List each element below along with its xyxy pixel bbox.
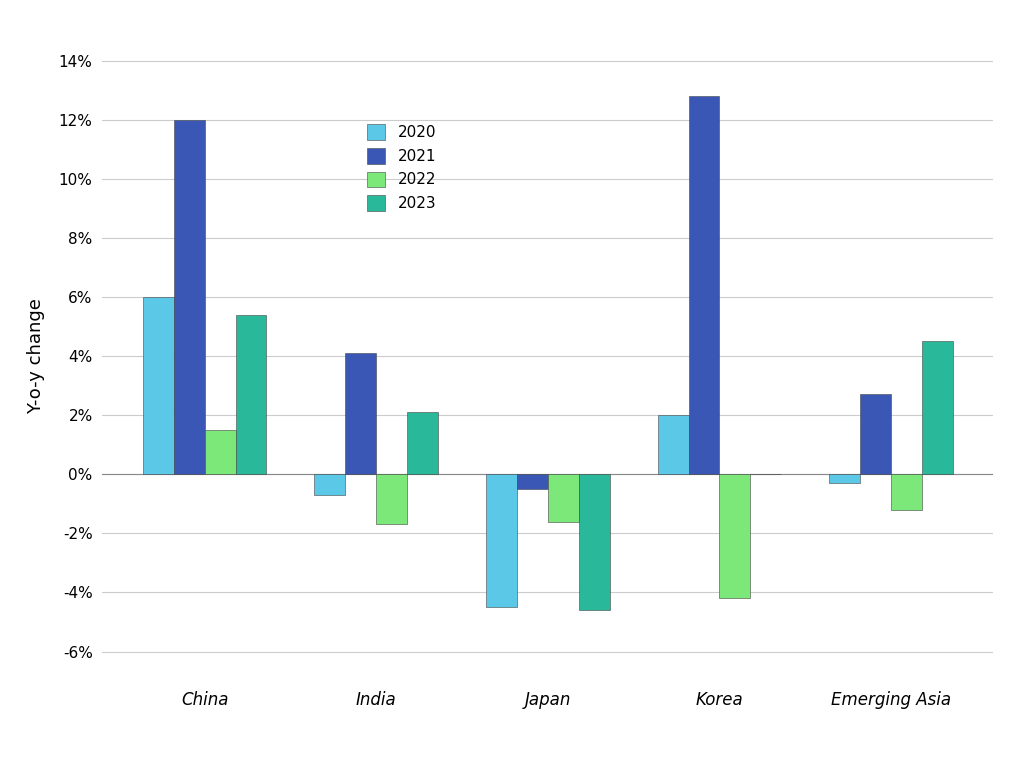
Bar <box>408 413 438 474</box>
Bar <box>579 474 609 610</box>
Bar <box>376 474 408 525</box>
Bar <box>345 353 376 474</box>
Bar <box>688 96 720 474</box>
Bar <box>205 430 236 474</box>
Bar <box>236 315 266 474</box>
Bar <box>657 415 688 474</box>
Bar <box>922 341 952 474</box>
Bar <box>174 120 205 474</box>
Bar <box>829 474 860 483</box>
Legend: 2020, 2021, 2022, 2023: 2020, 2021, 2022, 2023 <box>359 117 444 219</box>
Bar <box>720 474 751 598</box>
Y-axis label: Y-o-y change: Y-o-y change <box>27 298 45 414</box>
Bar <box>860 395 891 474</box>
Bar <box>143 297 174 474</box>
Bar <box>548 474 579 522</box>
Bar <box>891 474 922 510</box>
Bar <box>486 474 517 608</box>
Bar <box>314 474 345 495</box>
Bar <box>517 474 548 489</box>
